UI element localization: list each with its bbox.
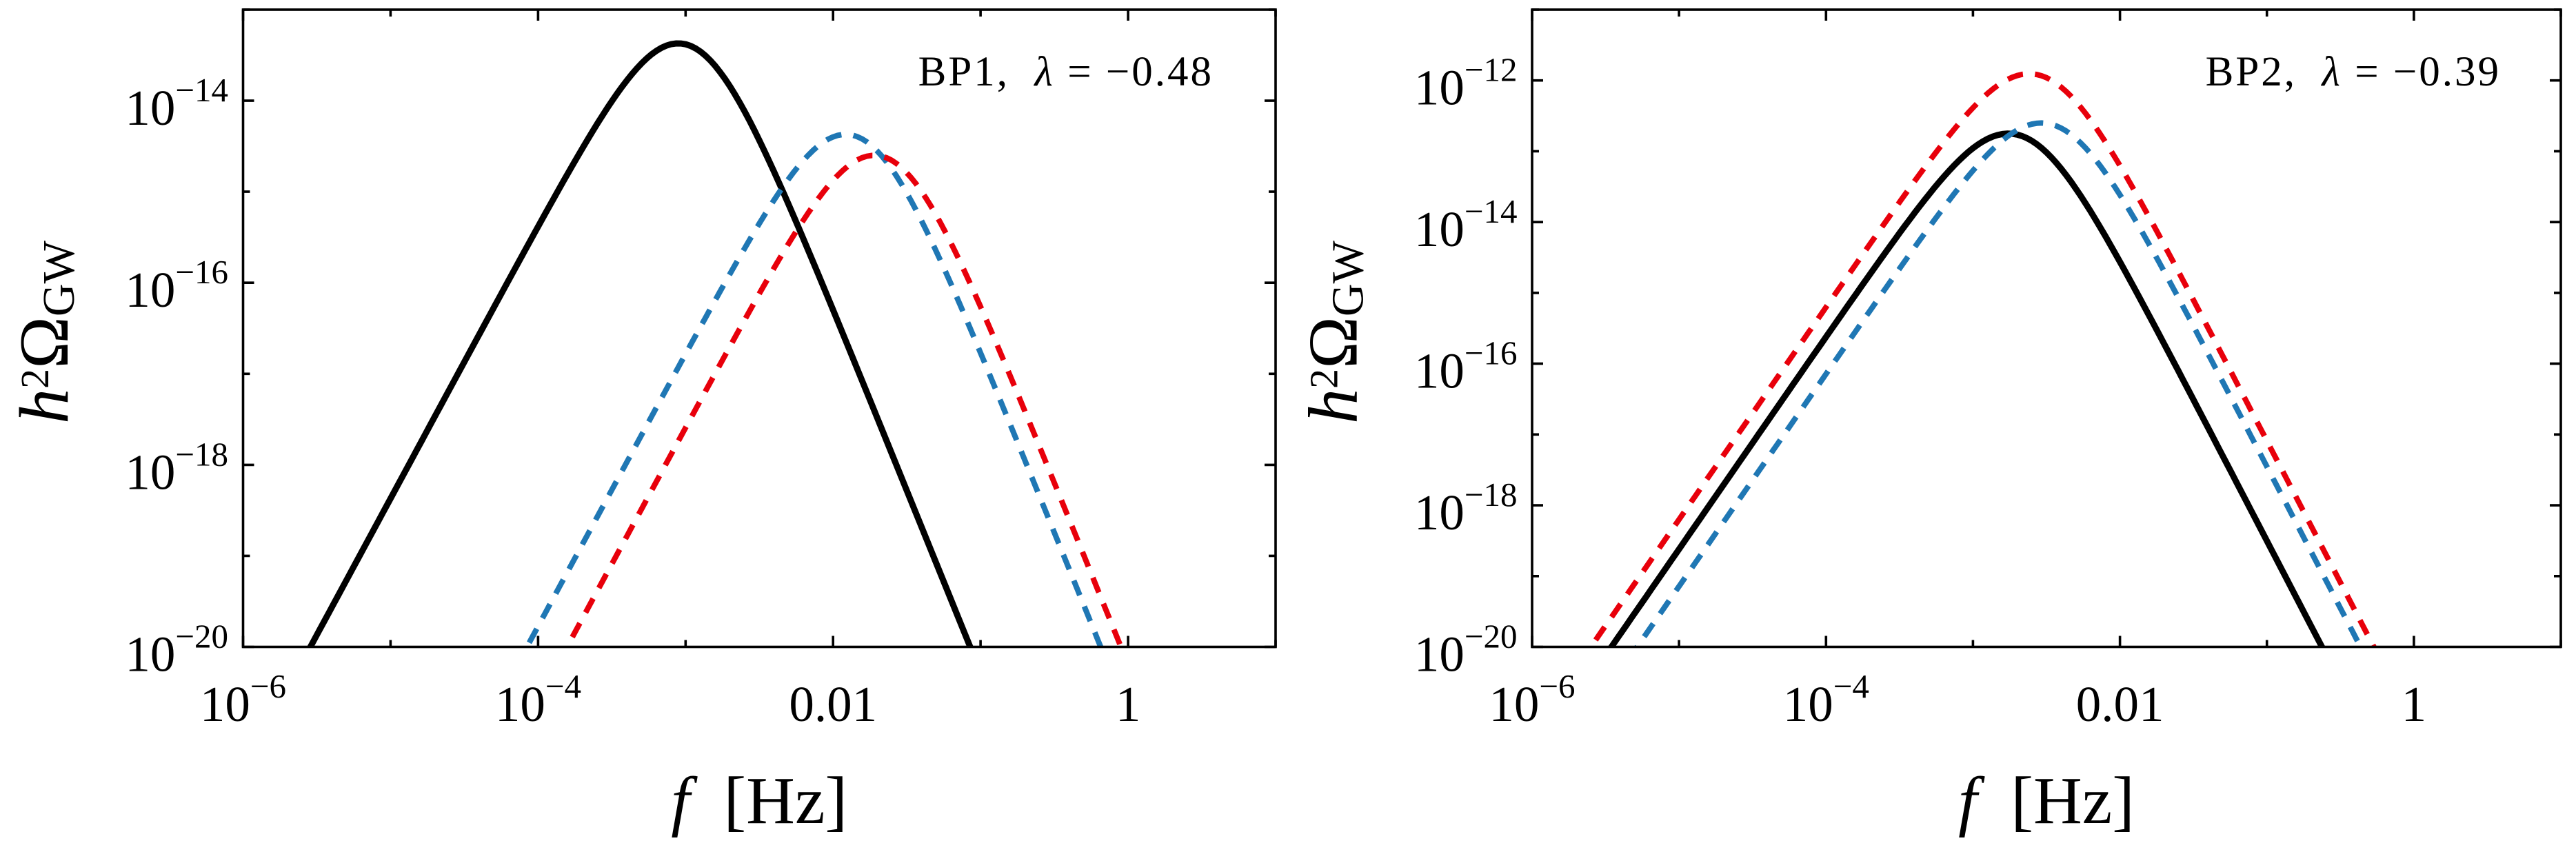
- svg-text:1: 1: [2402, 676, 2427, 732]
- svg-text:10−4: 10−4: [1783, 667, 1869, 732]
- svg-text:f [Hz]: f [Hz]: [1958, 764, 2135, 838]
- svg-text:BP2, λ = −0.39: BP2, λ = −0.39: [2206, 49, 2501, 95]
- svg-text:h2ΩGW: h2ΩGW: [1295, 240, 1373, 423]
- svg-text:0.01: 0.01: [2076, 676, 2164, 732]
- svg-text:0.01: 0.01: [789, 676, 877, 732]
- svg-text:10−16: 10−16: [1414, 334, 1518, 399]
- svg-text:BP1, λ = −0.48: BP1, λ = −0.48: [918, 49, 1214, 95]
- svg-text:1: 1: [1116, 676, 1141, 732]
- svg-text:h2ΩGW: h2ΩGW: [6, 240, 84, 423]
- svg-text:f [Hz]: f [Hz]: [671, 764, 847, 838]
